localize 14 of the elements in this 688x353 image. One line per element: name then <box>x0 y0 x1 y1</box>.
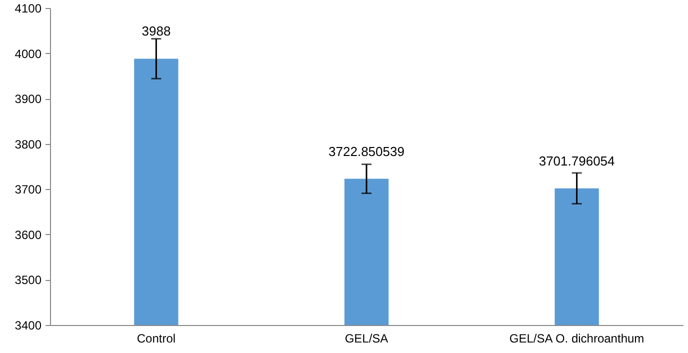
data-label: 3722.850539 <box>328 144 404 159</box>
y-tick-label: 3700 <box>14 182 42 197</box>
x-tick-label: Control <box>136 332 176 346</box>
y-tick-label: 3800 <box>14 137 42 152</box>
y-tick-label: 4100 <box>14 2 42 16</box>
y-tick-label: 3600 <box>14 228 42 242</box>
y-tick-label: 3900 <box>14 92 42 106</box>
y-tick-label: 3400 <box>14 318 42 332</box>
y-tick-label: 3500 <box>14 273 42 288</box>
data-label: 3701.796054 <box>538 153 615 168</box>
data-label: 3988 <box>142 24 171 39</box>
x-tick-label: GEL/SA <box>344 332 388 346</box>
x-tick-label: GEL/SA O. dichroanthum <box>509 332 644 346</box>
y-tick-label: 4000 <box>14 46 42 61</box>
